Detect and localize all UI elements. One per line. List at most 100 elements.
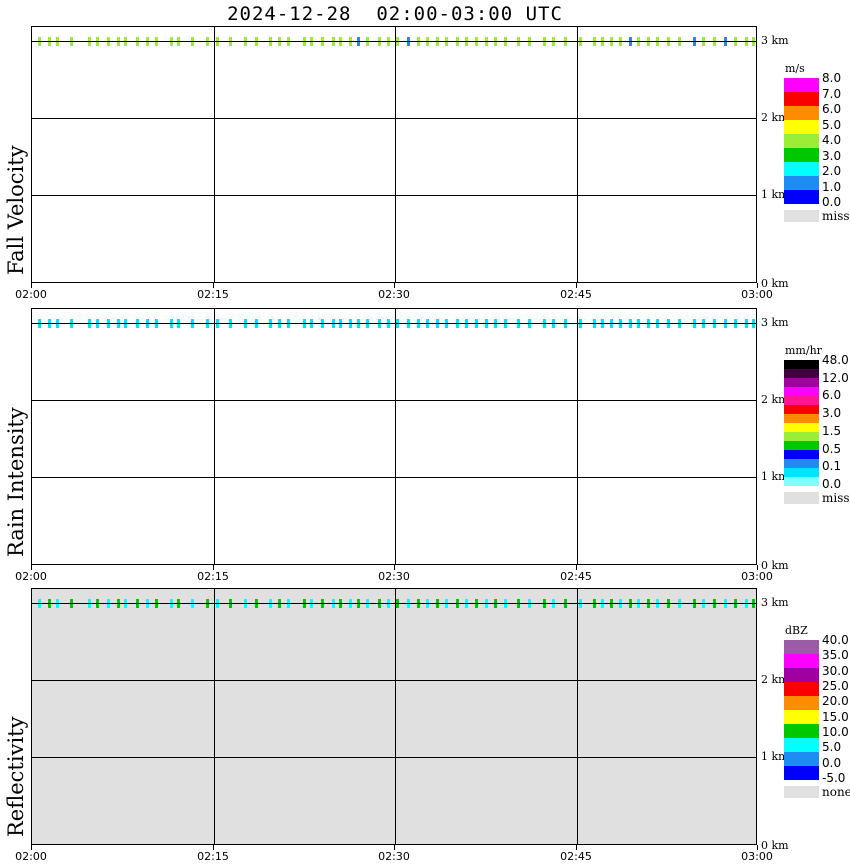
colorbar-swatch: [784, 378, 819, 387]
y-axis-title-fall-velocity: Fall Velocity: [4, 145, 28, 275]
x-tick-mark: [394, 565, 395, 570]
x-tick-mark: [394, 283, 395, 288]
data-point: [310, 602, 313, 608]
data-point: [88, 602, 91, 608]
colorbar-swatch: [784, 654, 819, 668]
data-point: [693, 602, 696, 608]
data-point: [456, 602, 459, 608]
colorbar-swatch: [784, 176, 819, 190]
data-point: [647, 602, 650, 608]
colorbar-swatch: [784, 148, 819, 162]
colorbar-swatch: [784, 766, 819, 780]
data-point: [366, 602, 369, 608]
x-tick-label: 02:30: [378, 288, 410, 301]
colorbar-tick-label: 12.0: [822, 371, 849, 385]
gridline-vertical: [577, 309, 578, 564]
data-point: [229, 602, 232, 608]
data-point: [724, 602, 727, 608]
colorbar-tick-label: 5.0: [822, 740, 842, 754]
colorbar-missing-label: miss: [822, 209, 850, 223]
colorbar-swatch: [784, 450, 819, 459]
data-point: [713, 602, 716, 608]
axis-line-3km: [32, 603, 756, 604]
colorbar-swatch: [784, 423, 819, 432]
gridline-horizontal: [32, 757, 756, 758]
y-tick-label: 3 km: [761, 34, 789, 47]
colorbar-tick-label: 6.0: [822, 102, 842, 116]
x-tick-label: 02:30: [378, 570, 410, 583]
page-title: 2024-12-28 02:00-03:00 UTC: [227, 3, 563, 25]
x-tick-mark: [757, 565, 758, 570]
gridline-vertical: [395, 589, 396, 844]
data-point: [136, 602, 139, 608]
colorbar-tick-label: 20.0: [822, 694, 849, 708]
colorbar-swatch: [784, 640, 819, 654]
colorbar-tick-label: 1.0: [822, 180, 842, 194]
x-tick-mark: [31, 565, 32, 570]
y-tick-label: 1 km: [761, 188, 789, 201]
colorbar-tick-label: 6.0: [822, 388, 842, 402]
data-point: [255, 602, 258, 608]
data-point: [445, 602, 448, 608]
colorbar-swatch: [784, 78, 819, 92]
colorbar-swatch: [784, 405, 819, 414]
colorbar-tick-label: 0.0: [822, 195, 842, 209]
colorbar-unit-rain-intensity: mm/hr: [785, 344, 822, 357]
y-tick-label: 0 km: [761, 839, 789, 852]
data-point: [170, 602, 173, 608]
data-point: [426, 602, 429, 608]
x-tick-label: 02:00: [15, 850, 47, 863]
plot-area-rain-intensity: [31, 308, 757, 565]
colorbar-tick-label: 7.0: [822, 87, 842, 101]
colorbar-swatch: [784, 459, 819, 468]
x-tick-label: 02:15: [197, 850, 229, 863]
data-point: [349, 602, 352, 608]
data-point: [107, 602, 110, 608]
y-tick-label: 0 km: [761, 559, 789, 572]
data-point: [504, 602, 507, 608]
y-axis-title-reflectivity: Reflectivity: [4, 716, 28, 837]
x-tick-label: 02:15: [197, 570, 229, 583]
x-tick-mark: [213, 565, 214, 570]
x-tick-label: 02:45: [560, 288, 592, 301]
data-point: [378, 602, 381, 608]
colorbar-tick-label: 0.1: [822, 459, 842, 473]
colorbar-swatch: [784, 360, 819, 369]
y-tick-label: 2 km: [761, 673, 789, 686]
colorbar-tick-label: 0.0: [822, 756, 842, 770]
colorbar-tick-label: 1.5: [822, 424, 842, 438]
colorbar-tick-label: 4.0: [822, 133, 842, 147]
data-point: [387, 602, 390, 608]
gridline-vertical: [214, 27, 215, 282]
x-tick-mark: [576, 845, 577, 850]
data-point: [206, 602, 209, 608]
data-point: [579, 602, 582, 608]
data-point: [543, 602, 546, 608]
data-point: [287, 602, 290, 608]
colorbar-swatch: [784, 106, 819, 120]
colorbar-missing-swatch: [784, 786, 819, 798]
x-tick-mark: [757, 283, 758, 288]
gridline-vertical: [214, 589, 215, 844]
gridline-horizontal: [32, 477, 756, 478]
data-point: [619, 602, 622, 608]
data-point: [70, 602, 73, 608]
colorbar-tick-label: 35.0: [822, 648, 849, 662]
colorbar-swatch: [784, 414, 819, 423]
colorbar-tick-label: -5.0: [822, 771, 846, 785]
colorbar-swatch: [784, 738, 819, 752]
y-tick-label: 2 km: [761, 111, 789, 124]
data-point: [734, 602, 737, 608]
gridline-vertical: [395, 309, 396, 564]
data-point: [417, 602, 420, 608]
gridline-horizontal: [32, 195, 756, 196]
colorbar-swatch: [784, 477, 819, 486]
data-point: [637, 602, 640, 608]
gridline-horizontal: [32, 680, 756, 681]
x-tick-mark: [394, 845, 395, 850]
x-tick-label: 02:00: [15, 570, 47, 583]
y-axis-title-rain-intensity: Rain Intensity: [4, 407, 28, 557]
data-point: [155, 602, 158, 608]
y-tick-label: 1 km: [761, 750, 789, 763]
